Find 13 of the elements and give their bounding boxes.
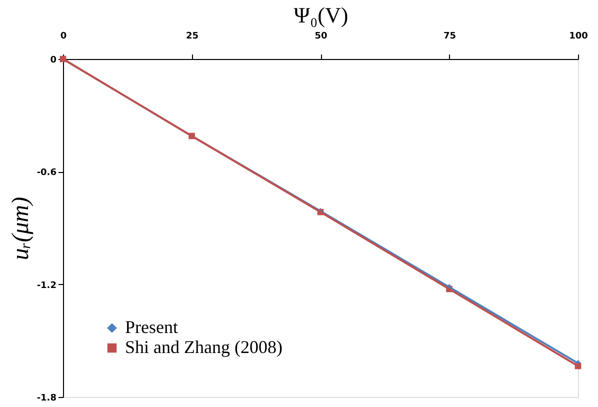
legend-label: Present <box>125 317 178 337</box>
y-tick-label: -1.8 <box>36 394 56 404</box>
x-axis-title: Ψ₀(V) <box>294 2 348 28</box>
y-tick-label: -0.6 <box>36 168 56 178</box>
legend-label: Shi and Zhang (2008) <box>125 337 282 357</box>
y-tick-label: 0 <box>50 56 56 66</box>
x-tick-label: 25 <box>186 32 199 42</box>
x-tick-label: 100 <box>569 32 588 42</box>
x-tick-label: 75 <box>443 32 456 42</box>
y-axis-title: uᵣ(μm) <box>8 196 34 260</box>
y-tick-label: -1.2 <box>36 280 56 291</box>
x-tick-label: 0 <box>60 32 67 42</box>
x-tick-label: 50 <box>314 32 328 42</box>
